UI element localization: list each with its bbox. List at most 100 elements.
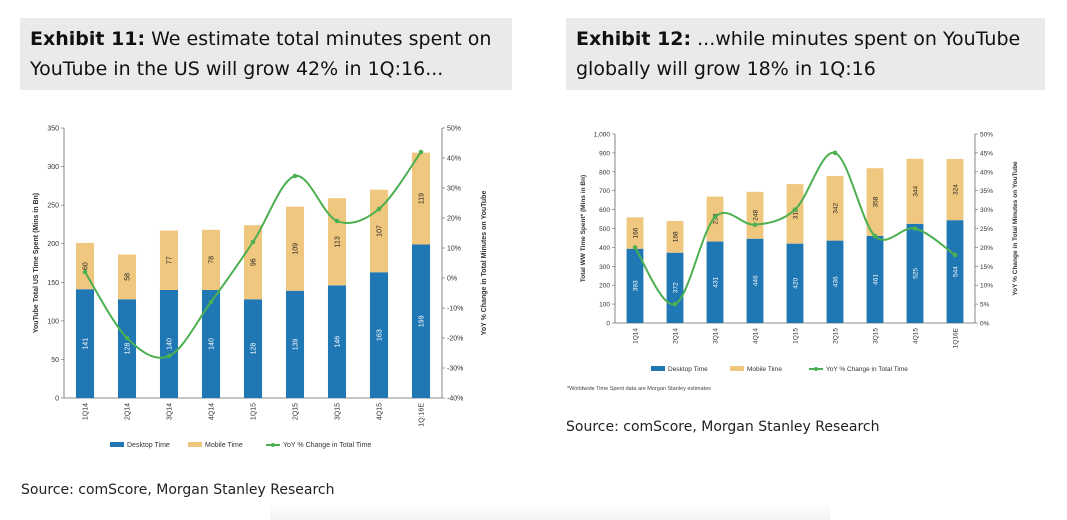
- exhibit-11-label-desktop: 141: [83, 338, 90, 350]
- exhibit-12-chart: 0 100 200 300 400 500 600 700 800 900 1,000 0% 5% 10%…: [565, 122, 1035, 394]
- exhibit-12-label-desktop: 446: [753, 275, 760, 286]
- exhibit-11-y2-tick-label: 40%: [447, 156, 461, 163]
- exhibit-11-bar-desktop: [369, 272, 389, 398]
- exhibit-11-title: We estimate total minutes spent on YouTu…: [30, 28, 492, 80]
- exhibit-12-bar-desktop: [626, 248, 644, 323]
- exhibit-11-label-mobile: 60: [83, 262, 90, 270]
- exhibit-11-bar-mobile: [117, 254, 137, 300]
- exhibit-12-y-axis-label: Total WW Time Spent* (Mins in Bn): [580, 175, 587, 282]
- exhibit-11-bar-desktop: [201, 290, 221, 398]
- exhibit-12-legend-swatch-yoy-point: [814, 367, 818, 371]
- exhibit-12-label-mobile: 324: [953, 184, 960, 195]
- exhibit-11-bar-mobile: [411, 152, 431, 245]
- exhibit-11-bar-mobile: [327, 198, 347, 286]
- exhibit-12-y-tick-label: 200: [599, 283, 610, 290]
- exhibit-11-y2-tick-label: -40%: [447, 396, 463, 403]
- exhibit-12-bar-mobile: [746, 191, 764, 239]
- exhibit-12-yoy-point: [792, 207, 798, 212]
- exhibit-12-bar-mobile: [946, 158, 964, 221]
- exhibit-12-y-tick-label: 800: [599, 169, 610, 176]
- exhibit-12-y-tick-label: 500: [599, 226, 610, 233]
- exhibit-12-yoy-point: [912, 226, 918, 231]
- exhibit-12-label-mobile: 315: [793, 208, 800, 219]
- exhibit-11-x-tick-label: 2Q14: [125, 403, 132, 420]
- exhibit-12-bar-desktop: [866, 235, 884, 323]
- exhibit-11-yoy-point: [292, 173, 298, 179]
- exhibit-11-label-mobile: 109: [293, 243, 300, 255]
- exhibit-11-y2-axis-label: YoY % Change in Total Minutes on YouTube: [481, 191, 488, 336]
- exhibit-11-label-desktop: 128: [251, 343, 258, 355]
- exhibit-12-label-desktop: 431: [713, 276, 720, 287]
- exhibit-11-bar-mobile: [201, 229, 221, 290]
- exhibit-11-yoy-point: [82, 269, 88, 275]
- exhibit-11-legend-mobile: Mobile Time: [205, 442, 243, 449]
- exhibit-11-x-tick-label: 4Q14: [209, 403, 216, 420]
- exhibit-12-x-tick-label: 1Q14: [633, 328, 640, 344]
- exhibit-11-label-mobile: 58: [125, 273, 132, 281]
- exhibit-11-legend-swatch-yoy-point: [271, 443, 275, 447]
- exhibit-12-x-tick-label: 4Q14: [753, 328, 760, 344]
- exhibit-12-yoy-point: [672, 301, 678, 307]
- exhibit-11-legend-yoy: YoY % Change in Total Time: [283, 442, 371, 449]
- exhibit-12-bar-desktop: [666, 252, 684, 323]
- exhibit-12-bar-desktop: [946, 220, 964, 323]
- exhibit-11-label-desktop: 128: [125, 343, 132, 355]
- exhibit-11-x-tick-label: 3Q14: [167, 403, 174, 420]
- exhibit-11-y-tick-label: 200: [47, 241, 59, 248]
- exhibit-12-y-tick-label: 1,000: [594, 132, 611, 139]
- exhibit-12-legend-yoy: YoY % Change in Total Time: [826, 366, 908, 373]
- exhibit-11-label-mobile: 96: [251, 258, 258, 266]
- exhibit-12-x-tick-label: 4Q15: [913, 328, 920, 344]
- exhibit-12-x-tick-label: 3Q15: [873, 328, 880, 344]
- exhibit-12-label-mobile: 166: [633, 227, 640, 238]
- exhibit-11-y-tick-label: 250: [47, 203, 59, 210]
- exhibit-12-bar-mobile: [626, 217, 644, 249]
- exhibit-12-y-tick-label: 0: [606, 321, 610, 328]
- exhibit-12-bar-desktop: [786, 243, 804, 323]
- exhibit-11-bar-desktop: [159, 290, 179, 398]
- exhibit-12-y2-tick-label: 25%: [980, 226, 993, 233]
- exhibit-11-yoy-point: [334, 218, 340, 224]
- exhibit-11-label-mobile: 107: [377, 225, 384, 237]
- exhibit-12-y2-tick-label: 20%: [980, 245, 993, 252]
- exhibit-11-bar-mobile: [285, 206, 305, 291]
- exhibit-12-legend-swatch-desktop: [651, 366, 665, 371]
- exhibit-12-source: Source: comScore, Morgan Stanley Researc…: [566, 419, 880, 435]
- exhibit-12-title: ...while minutes spent on YouTube global…: [576, 28, 1021, 80]
- exhibit-11-label-mobile: 78: [209, 256, 216, 264]
- exhibit-11-y-tick-label: 0: [55, 396, 59, 403]
- exhibit-11-label-desktop: 146: [335, 336, 342, 348]
- exhibit-11-yoy-point: [418, 149, 424, 155]
- exhibit-11-bar-desktop: [75, 289, 95, 398]
- exhibit-12-x-tick-label: 2Q15: [833, 328, 840, 344]
- exhibit-11-y-tick-label: 300: [47, 164, 59, 171]
- exhibit-12-yoy-point: [712, 214, 718, 220]
- exhibit-12-x-tick-label: 2Q14: [673, 328, 680, 344]
- exhibit-11-y2-tick-label: 0%: [447, 276, 457, 283]
- exhibit-12-y-tick-label: 400: [599, 245, 610, 252]
- exhibit-12-y-tick-label: 300: [599, 264, 610, 271]
- exhibit-11-y2-tick-label: -20%: [447, 336, 463, 343]
- exhibit-12-y2-axis-label: YoY % Change in Total Minutes on YouTube: [1012, 161, 1019, 296]
- exhibit-11-y2-tick-label: 30%: [447, 186, 461, 193]
- exhibit-11-bar-mobile: [369, 189, 389, 273]
- exhibit-12-y-tick-label: 700: [599, 188, 610, 195]
- exhibit-12-label-desktop: 461: [873, 274, 880, 285]
- exhibit-12-bar-desktop: [706, 241, 724, 323]
- exhibit-11-chart: 0 50 100 150 200 250 300 350 -40% -30% -20% -10% 0% 1…: [20, 112, 508, 464]
- exhibit-11-label-desktop: 163: [377, 329, 384, 341]
- exhibit-12-x-tick-label: 1Q16E: [953, 327, 960, 348]
- exhibit-12-label-desktop: 393: [633, 280, 640, 291]
- exhibit-12-x-tick-label: 1Q15: [793, 328, 800, 344]
- exhibit-11-y2-tick-label: 20%: [447, 216, 461, 223]
- exhibit-11-bar-mobile: [243, 225, 263, 300]
- exhibit-12-legend-swatch-mobile: [730, 366, 744, 371]
- exhibit-11-bar-desktop: [285, 290, 305, 398]
- exhibit-11-label-mobile: 77: [167, 256, 174, 264]
- exhibit-11-bar-desktop: [243, 299, 263, 398]
- exhibit-12-bar-desktop: [746, 238, 764, 323]
- exhibit-11-label-mobile: 113: [335, 236, 342, 247]
- exhibit-12-label-desktop: 544: [953, 266, 960, 277]
- exhibit-12-bar-desktop: [826, 240, 844, 323]
- exhibit-12-label-desktop: 372: [673, 282, 680, 293]
